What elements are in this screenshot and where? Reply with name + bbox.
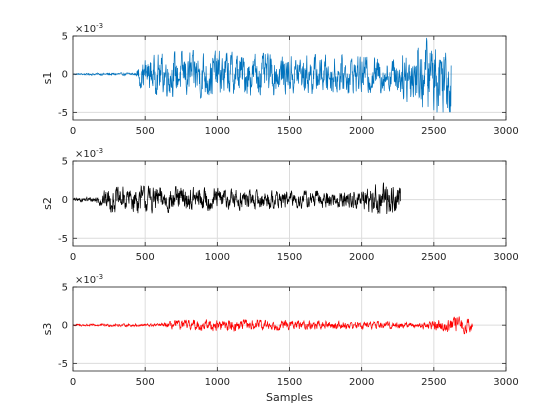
y-tick-label: -5 xyxy=(58,359,68,370)
x-tick-label: 3000 xyxy=(493,126,518,137)
y-axis-label: s2 xyxy=(41,197,54,210)
y-tick-label: 5 xyxy=(62,32,68,43)
x-tick-label: 1500 xyxy=(277,252,302,263)
x-tick-label: 500 xyxy=(136,252,155,263)
x-tick-label: 1000 xyxy=(205,252,230,263)
x-tick-label: 1500 xyxy=(277,377,302,388)
x-tick-label: 2000 xyxy=(349,252,374,263)
x-tick-label: 1000 xyxy=(205,126,230,137)
x-tick-label: 2000 xyxy=(349,126,374,137)
y-exponent-label: ×10-3 xyxy=(75,273,103,286)
x-axis-label: Samples xyxy=(266,391,313,404)
x-tick-label: 0 xyxy=(70,252,76,263)
subplot-s1: 0 500 1000 1500 2000 2500 3000-505×10-3s1 xyxy=(41,22,519,137)
y-tick-label: -5 xyxy=(58,234,68,245)
x-tick-label: 0 xyxy=(70,126,76,137)
y-exponent-label: ×10-3 xyxy=(75,147,103,160)
subplot-s2: 0 500 1000 1500 2000 2500 3000-505×10-3s2 xyxy=(41,147,519,263)
y-exponent-label: ×10-3 xyxy=(75,22,103,35)
x-tick-label: 2500 xyxy=(421,377,446,388)
x-tick-label: 0 xyxy=(70,377,76,388)
y-tick-label: -5 xyxy=(58,108,68,119)
x-tick-label: 3000 xyxy=(493,252,518,263)
signal-line-s1 xyxy=(73,37,452,113)
y-tick-label: 5 xyxy=(62,283,68,294)
signal-line-s2 xyxy=(73,182,401,215)
y-axis-label: s3 xyxy=(41,323,54,336)
x-tick-label: 500 xyxy=(136,377,155,388)
x-tick-label: 1500 xyxy=(277,126,302,137)
y-axis-label: s1 xyxy=(41,72,54,85)
y-tick-label: 0 xyxy=(62,195,68,206)
x-tick-label: 2500 xyxy=(421,126,446,137)
x-tick-label: 2000 xyxy=(349,377,374,388)
subplot-s3: 0 500 1000 1500 2000 2500 3000-505×10-3s3Sampl… xyxy=(41,273,519,404)
y-tick-label: 0 xyxy=(62,321,68,332)
x-tick-label: 2500 xyxy=(421,252,446,263)
x-tick-label: 1000 xyxy=(205,377,230,388)
y-tick-label: 5 xyxy=(62,157,68,168)
signal-line-s3 xyxy=(73,316,474,335)
y-tick-label: 0 xyxy=(62,70,68,81)
x-tick-label: 500 xyxy=(136,126,155,137)
x-tick-label: 3000 xyxy=(493,377,518,388)
